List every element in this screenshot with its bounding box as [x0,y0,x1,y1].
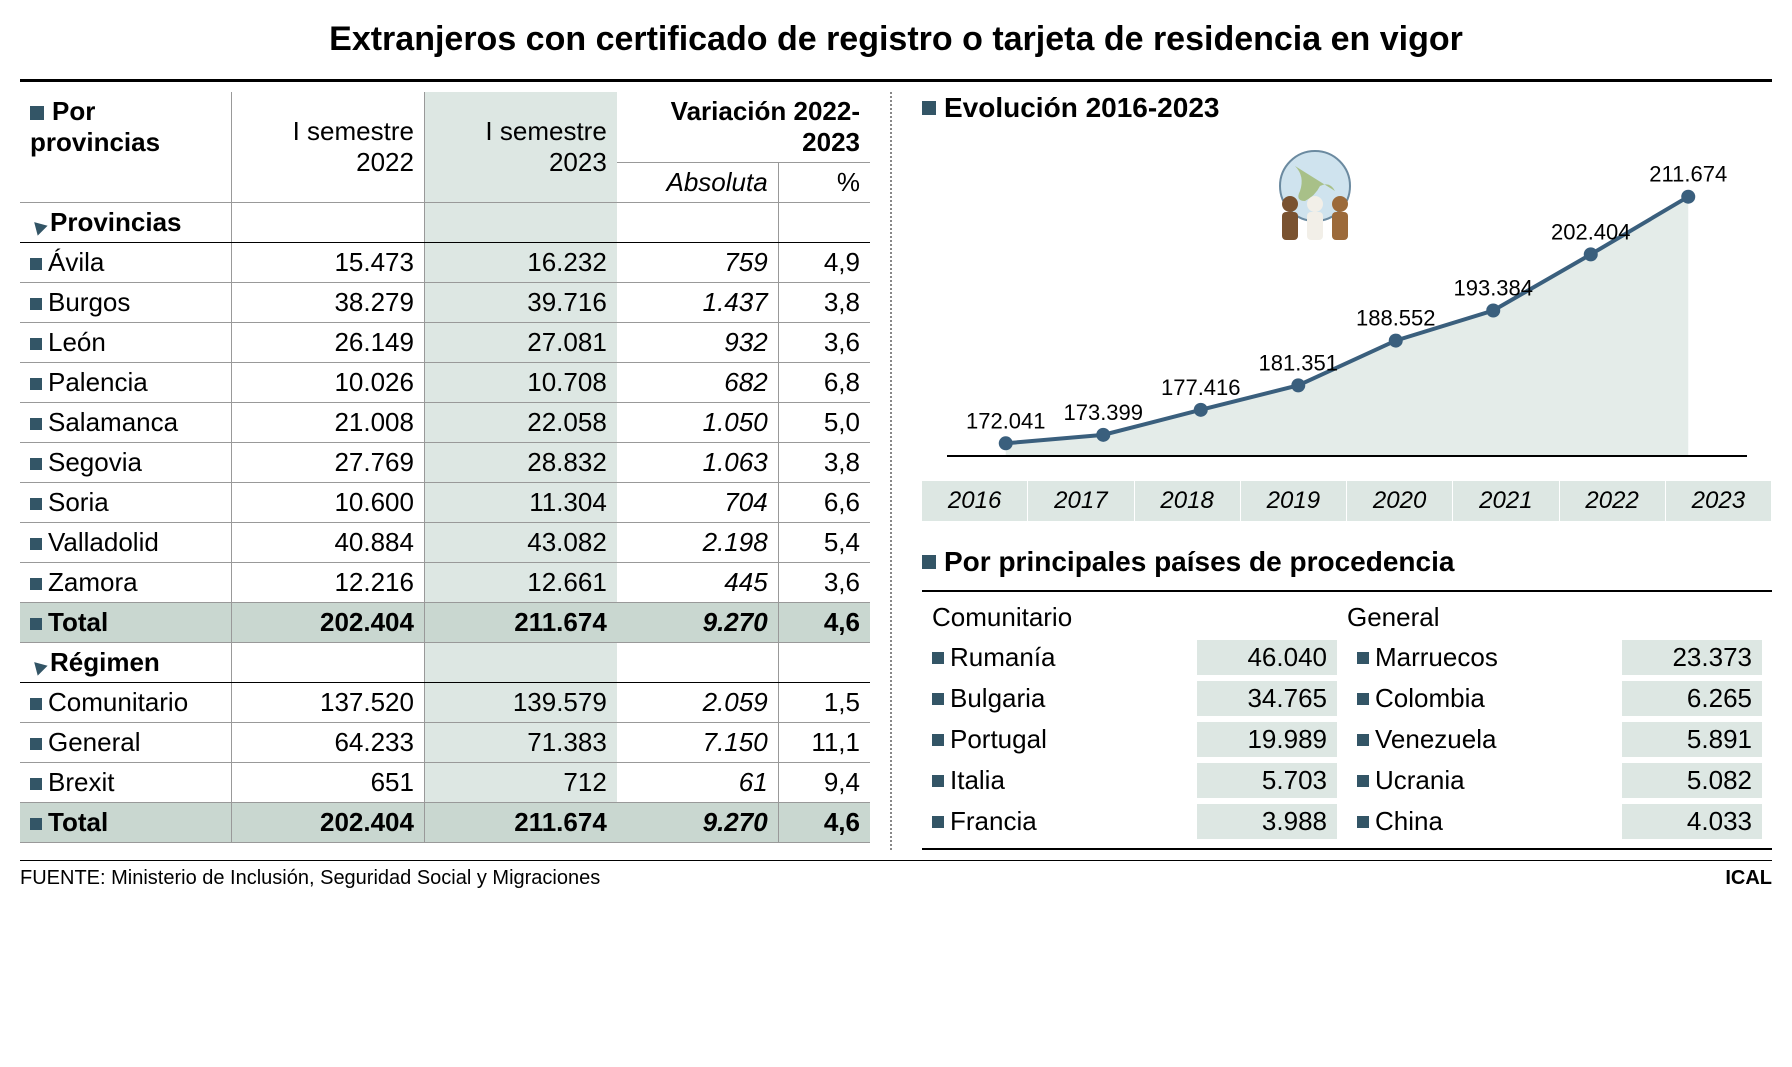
table-row: León 26.149 27.081 932 3,6 [20,323,870,363]
country-row: Marruecos23.373 [1347,637,1772,678]
svg-text:172.041: 172.041 [966,408,1046,433]
chart-year-label: 2016 [922,481,1028,521]
general-header: General [1347,602,1762,633]
country-row: Italia5.703 [922,760,1347,801]
provinces-table: Por provincias I semestre 2022 I semestr… [20,92,870,843]
main-grid: Por provincias I semestre 2022 I semestr… [20,79,1772,850]
table-row: Ávila 15.473 16.232 759 4,9 [20,243,870,283]
footer: FUENTE: Ministerio de Inclusión, Segurid… [20,860,1772,890]
table-panel: Por provincias I semestre 2022 I semestr… [20,92,892,850]
globe-icon [1245,146,1385,246]
evolution-chart: 172.041 173.399 177.416 181.351 188.552 193.3… [922,136,1772,516]
svg-text:181.351: 181.351 [1258,350,1338,375]
chart-year-label: 2020 [1347,481,1453,521]
table-row: Brexit 651 712 61 9,4 [20,763,870,803]
table-row: Segovia 27.769 28.832 1.063 3,8 [20,443,870,483]
svg-text:193.384: 193.384 [1453,275,1533,300]
country-row: Bulgaria34.765 [922,678,1347,719]
right-panel: Evolución 2016-2023 172.041 173.399 177.41… [912,92,1772,850]
table-row: Total 202.404 211.674 9.270 4,6 [20,603,870,643]
table-row: Soria 10.600 11.304 704 6,6 [20,483,870,523]
country-row: Rumanía46.040 [922,637,1347,678]
table-subheader: Provincias [20,203,870,243]
col-pct: % [778,163,870,203]
chart-year-label: 2018 [1135,481,1241,521]
table-row: Burgos 38.279 39.716 1.437 3,8 [20,283,870,323]
col-var-group: Variación 2022-2023 [617,92,870,163]
table-row: Salamanca 21.008 22.058 1.050 5,0 [20,403,870,443]
table-row: Palencia 10.026 10.708 682 6,8 [20,363,870,403]
svg-text:202.404: 202.404 [1551,219,1631,244]
table-row: Zamora 12.216 12.661 445 3,6 [20,563,870,603]
chart-title: Evolución 2016-2023 [922,92,1772,124]
chart-year-label: 2023 [1666,481,1772,521]
countries-table: Comunitario General Rumanía46.040Bulgari… [922,590,1772,850]
chart-year-label: 2021 [1453,481,1559,521]
svg-text:173.399: 173.399 [1063,400,1143,425]
chart-x-axis: 20162017201820192020202120222023 [922,481,1772,521]
svg-text:188.552: 188.552 [1356,306,1436,331]
chart-year-label: 2022 [1560,481,1666,521]
col-2023: I semestre 2023 [424,92,616,203]
svg-text:211.674: 211.674 [1649,162,1727,187]
chart-year-label: 2017 [1028,481,1134,521]
table-row: Comunitario 137.520 139.579 2.059 1,5 [20,683,870,723]
chart-year-label: 2019 [1241,481,1347,521]
country-row: Ucrania5.082 [1347,760,1772,801]
credit-text: ICAL [1725,867,1772,890]
country-row: Venezuela5.891 [1347,719,1772,760]
country-row: Francia3.988 [922,801,1347,842]
table-row: Total 202.404 211.674 9.270 4,6 [20,803,870,843]
country-row: Portugal19.989 [922,719,1347,760]
comunitario-header: Comunitario [932,602,1347,633]
country-row: China4.033 [1347,801,1772,842]
col-2022: I semestre 2022 [232,92,425,203]
table-section-title: Por provincias [30,96,160,157]
country-row: Colombia6.265 [1347,678,1772,719]
source-text: FUENTE: Ministerio de Inclusión, Segurid… [20,867,600,890]
table-subheader: Régimen [20,643,870,683]
table-row: Valladolid 40.884 43.082 2.198 5,4 [20,523,870,563]
col-abs: Absoluta [617,163,778,203]
table-row: General 64.233 71.383 7.150 11,1 [20,723,870,763]
svg-text:177.416: 177.416 [1161,375,1241,400]
main-title: Extranjeros con certificado de registro … [20,20,1772,59]
countries-title: Por principales países de procedencia [922,546,1772,578]
